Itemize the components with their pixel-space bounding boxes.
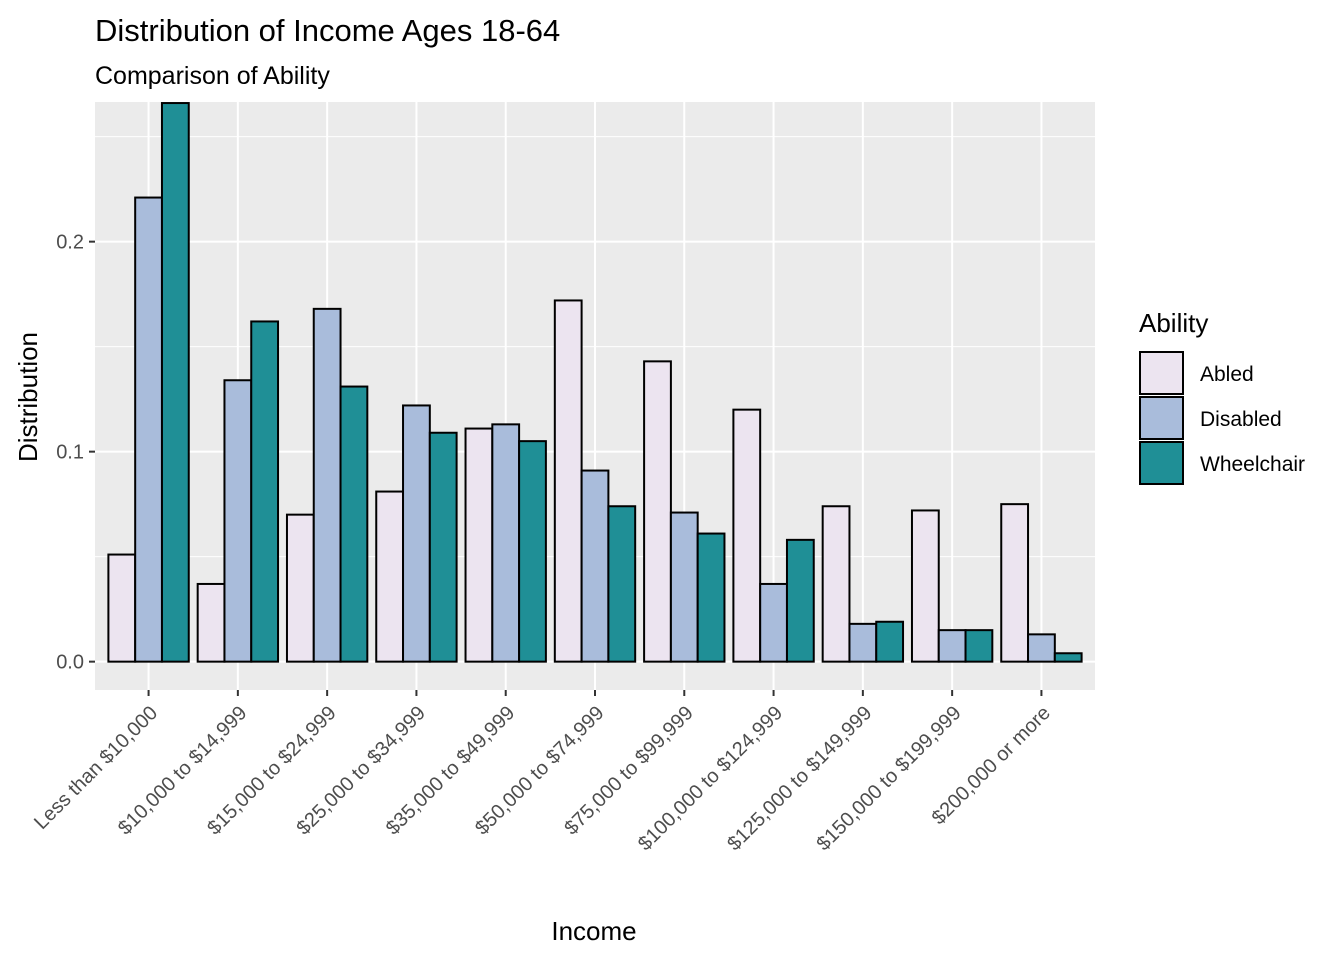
x-axis: Less than $10,000$10,000 to $14,999$15,0… bbox=[30, 690, 1055, 855]
bar-wheelchair bbox=[875, 620, 905, 663]
bar-abled bbox=[643, 360, 672, 663]
bar-wheelchair bbox=[518, 440, 547, 663]
legend: Ability Abled Disabled Wheelchair bbox=[1139, 308, 1305, 485]
bar-disabled bbox=[134, 196, 163, 663]
bar-disabled bbox=[937, 629, 967, 663]
y-tick-label: 0.0 bbox=[56, 652, 84, 674]
x-tick-label: $100,000 to $124,999 bbox=[634, 702, 787, 855]
bar-wheelchair bbox=[1053, 652, 1083, 663]
chart-title: Distribution of Income Ages 18-64 bbox=[95, 13, 560, 48]
bar-abled bbox=[107, 553, 137, 663]
bar-wheelchair bbox=[607, 505, 637, 663]
bar-disabled bbox=[580, 469, 610, 663]
bar-wheelchair bbox=[785, 538, 815, 663]
y-tick-label: 0.2 bbox=[56, 232, 84, 254]
bar-wheelchair bbox=[696, 532, 726, 663]
y-tick-label: 0.1 bbox=[56, 442, 84, 464]
bar-disabled bbox=[848, 622, 878, 663]
bar-wheelchair bbox=[428, 431, 458, 663]
legend-key-disabled bbox=[1139, 396, 1184, 440]
bar-abled bbox=[732, 408, 762, 663]
chart-subtitle: Comparison of Ability bbox=[95, 62, 330, 90]
y-axis-title: Distribution bbox=[13, 332, 43, 462]
bar-disabled bbox=[491, 423, 521, 663]
bar-abled bbox=[196, 582, 226, 663]
bar-abled bbox=[285, 513, 315, 663]
bar-wheelchair bbox=[339, 385, 369, 663]
bar-disabled bbox=[669, 511, 699, 663]
bar-abled bbox=[464, 427, 494, 663]
x-tick-label: $150,000 to $199,999 bbox=[812, 702, 965, 855]
bar-disabled bbox=[759, 582, 788, 663]
bar-abled bbox=[553, 299, 583, 663]
y-axis: 0.0 0.1 0.2 bbox=[56, 232, 95, 674]
legend-label-disabled: Disabled bbox=[1200, 408, 1282, 431]
bar-disabled bbox=[1027, 633, 1056, 663]
bar-abled bbox=[375, 490, 405, 663]
bar-disabled bbox=[312, 307, 342, 663]
legend-key-abled bbox=[1139, 351, 1184, 395]
x-axis-title: Income bbox=[551, 916, 636, 946]
legend-key-wheelchair bbox=[1139, 441, 1184, 485]
legend-label-wheelchair: Wheelchair bbox=[1200, 453, 1305, 476]
bar-abled bbox=[910, 509, 940, 663]
legend-label-abled: Abled bbox=[1200, 363, 1254, 386]
bar-abled bbox=[1000, 503, 1030, 663]
bar-wheelchair bbox=[964, 629, 994, 663]
x-tick-label: $125,000 to $149,999 bbox=[723, 702, 876, 855]
legend-title: Ability bbox=[1139, 308, 1208, 338]
bar-disabled bbox=[402, 404, 431, 663]
bar-abled bbox=[821, 505, 851, 663]
bar-wheelchair bbox=[160, 102, 190, 663]
bars bbox=[107, 102, 1083, 663]
bar-wheelchair bbox=[250, 320, 280, 663]
bar-disabled bbox=[223, 379, 253, 663]
